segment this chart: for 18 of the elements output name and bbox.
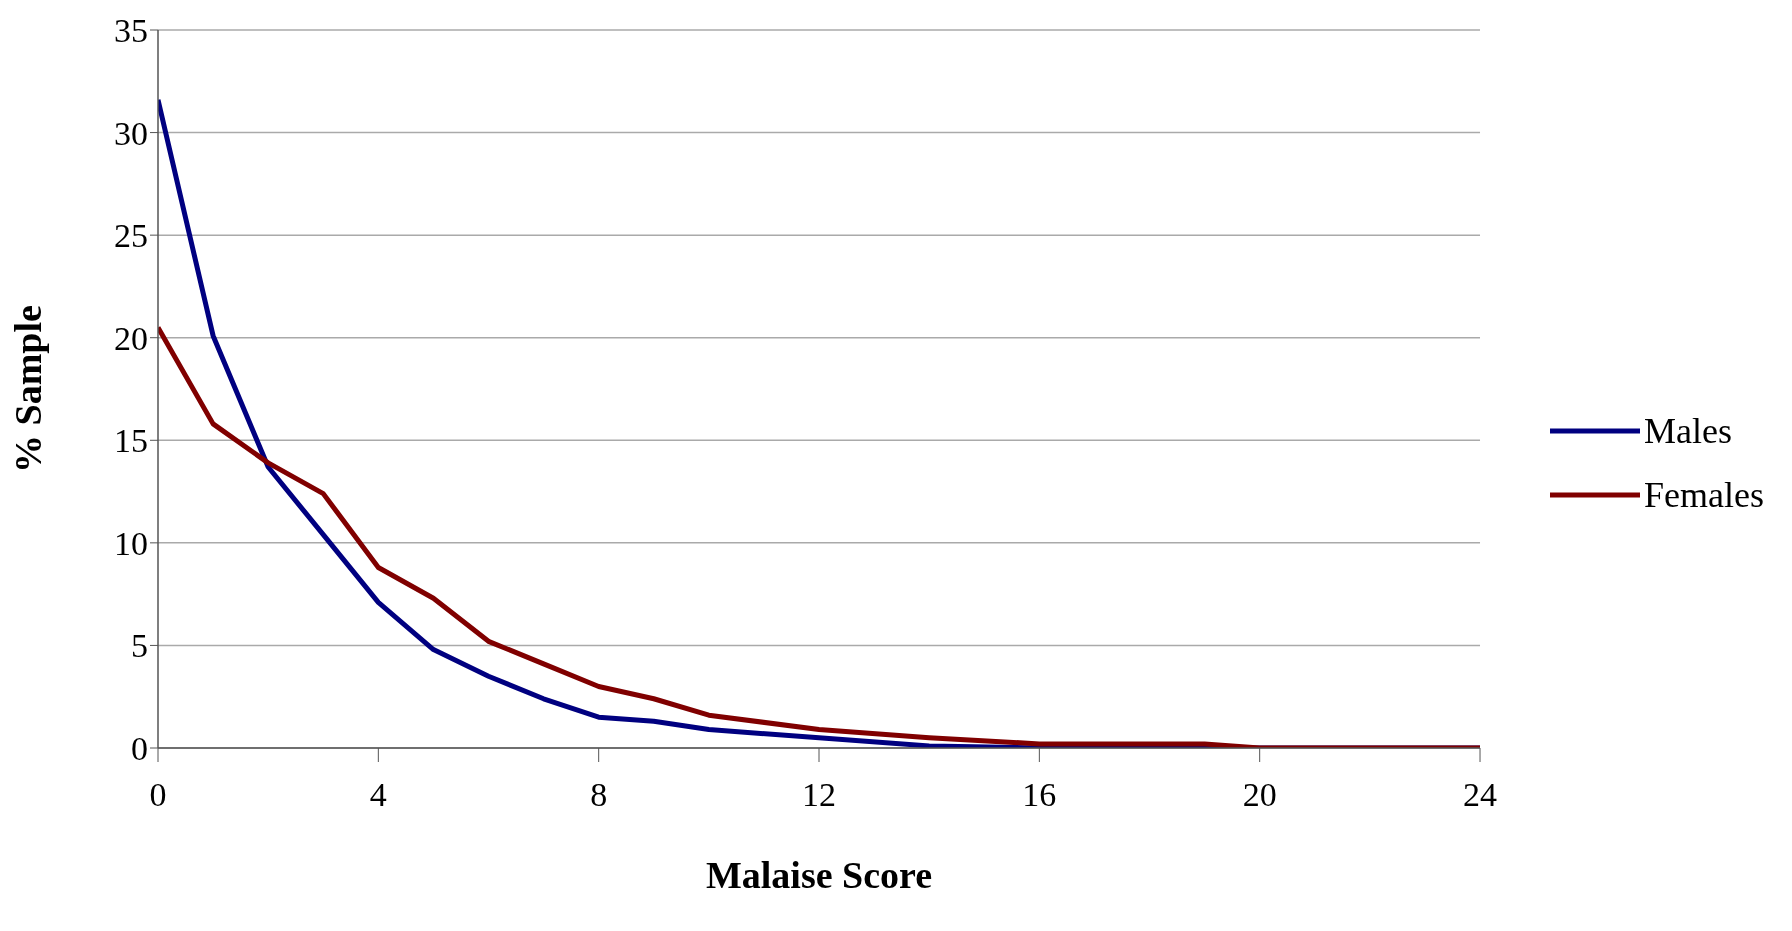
legend-label: Males xyxy=(1644,410,1732,452)
y-tick-label: 10 xyxy=(114,524,148,562)
x-tick-label: 4 xyxy=(369,776,387,814)
legend-label: Females xyxy=(1644,474,1764,516)
y-tick-label: 25 xyxy=(114,217,148,255)
x-tick-label: 16 xyxy=(1022,776,1057,814)
x-tick-label: 24 xyxy=(1463,776,1498,814)
y-tick-label: 15 xyxy=(114,422,148,460)
x-axis-title: Malaise Score xyxy=(705,854,933,896)
y-tick-label: 5 xyxy=(131,627,148,665)
x-tick-label: 20 xyxy=(1242,776,1277,814)
y-axis-title: % Sample xyxy=(7,305,50,473)
y-tick-label: 0 xyxy=(131,730,148,768)
y-tick-label: 35 xyxy=(114,12,148,50)
x-tick-label: 8 xyxy=(590,776,608,814)
x-tick-label: 12 xyxy=(802,776,837,814)
y-tick-label: 30 xyxy=(114,114,148,152)
y-tick-label: 20 xyxy=(114,319,148,357)
